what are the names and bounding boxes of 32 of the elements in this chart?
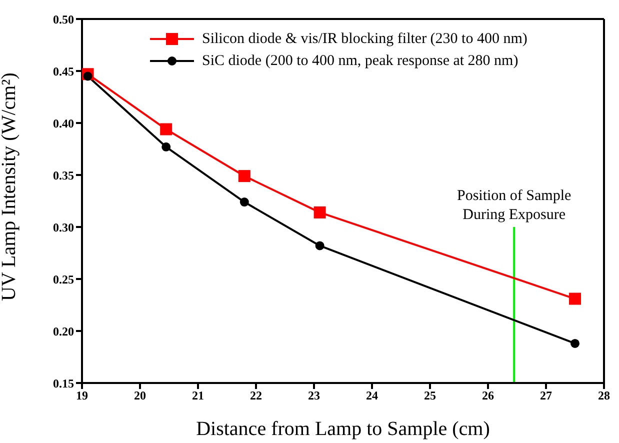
y-tick-label: 0.45 — [53, 64, 74, 78]
point — [83, 72, 92, 81]
point — [570, 338, 580, 348]
x-tick-label: 28 — [598, 388, 610, 403]
x-tick-label: 24 — [366, 388, 378, 403]
x-tick-label: 19 — [76, 388, 88, 403]
x-tick-label: 21 — [192, 388, 204, 403]
y-tick-label: 0.20 — [53, 324, 74, 338]
point — [569, 292, 581, 305]
x-tick-label: 25 — [424, 388, 436, 403]
y-tick-label: 0.50 — [53, 12, 74, 26]
point — [314, 206, 326, 218]
legend-label: Silicon diode & vis/IR blocking filter (230 to 400 nm) — [202, 30, 528, 48]
y-tick-label: 0.40 — [53, 116, 74, 130]
point — [162, 142, 171, 152]
x-tick-label: 22 — [250, 388, 262, 403]
annotation: Position of Sample During Exposure — [457, 188, 572, 223]
x-tick-label: 23 — [308, 388, 320, 403]
point — [160, 123, 172, 136]
x-tick-label: 26 — [482, 388, 494, 403]
y-tick-label: 0.35 — [53, 168, 74, 182]
x-tick-label: 27 — [540, 388, 552, 403]
x-axis-title: Distance from Lamp to Sample (cm) — [196, 418, 490, 440]
point — [238, 170, 250, 182]
y-tick-label: 0.15 — [53, 376, 74, 390]
x-tick-label: 20 — [134, 388, 146, 403]
point — [240, 198, 249, 207]
y-tick-label: 0.30 — [53, 220, 74, 234]
legend-label: SiC diode (200 to 400 nm, peak response at 280 nm) — [202, 52, 518, 70]
y-axis-title: UV Lamp Intensity (W/cm²) — [0, 72, 20, 301]
y-tick-label: 0.25 — [53, 272, 74, 286]
point — [315, 241, 324, 250]
